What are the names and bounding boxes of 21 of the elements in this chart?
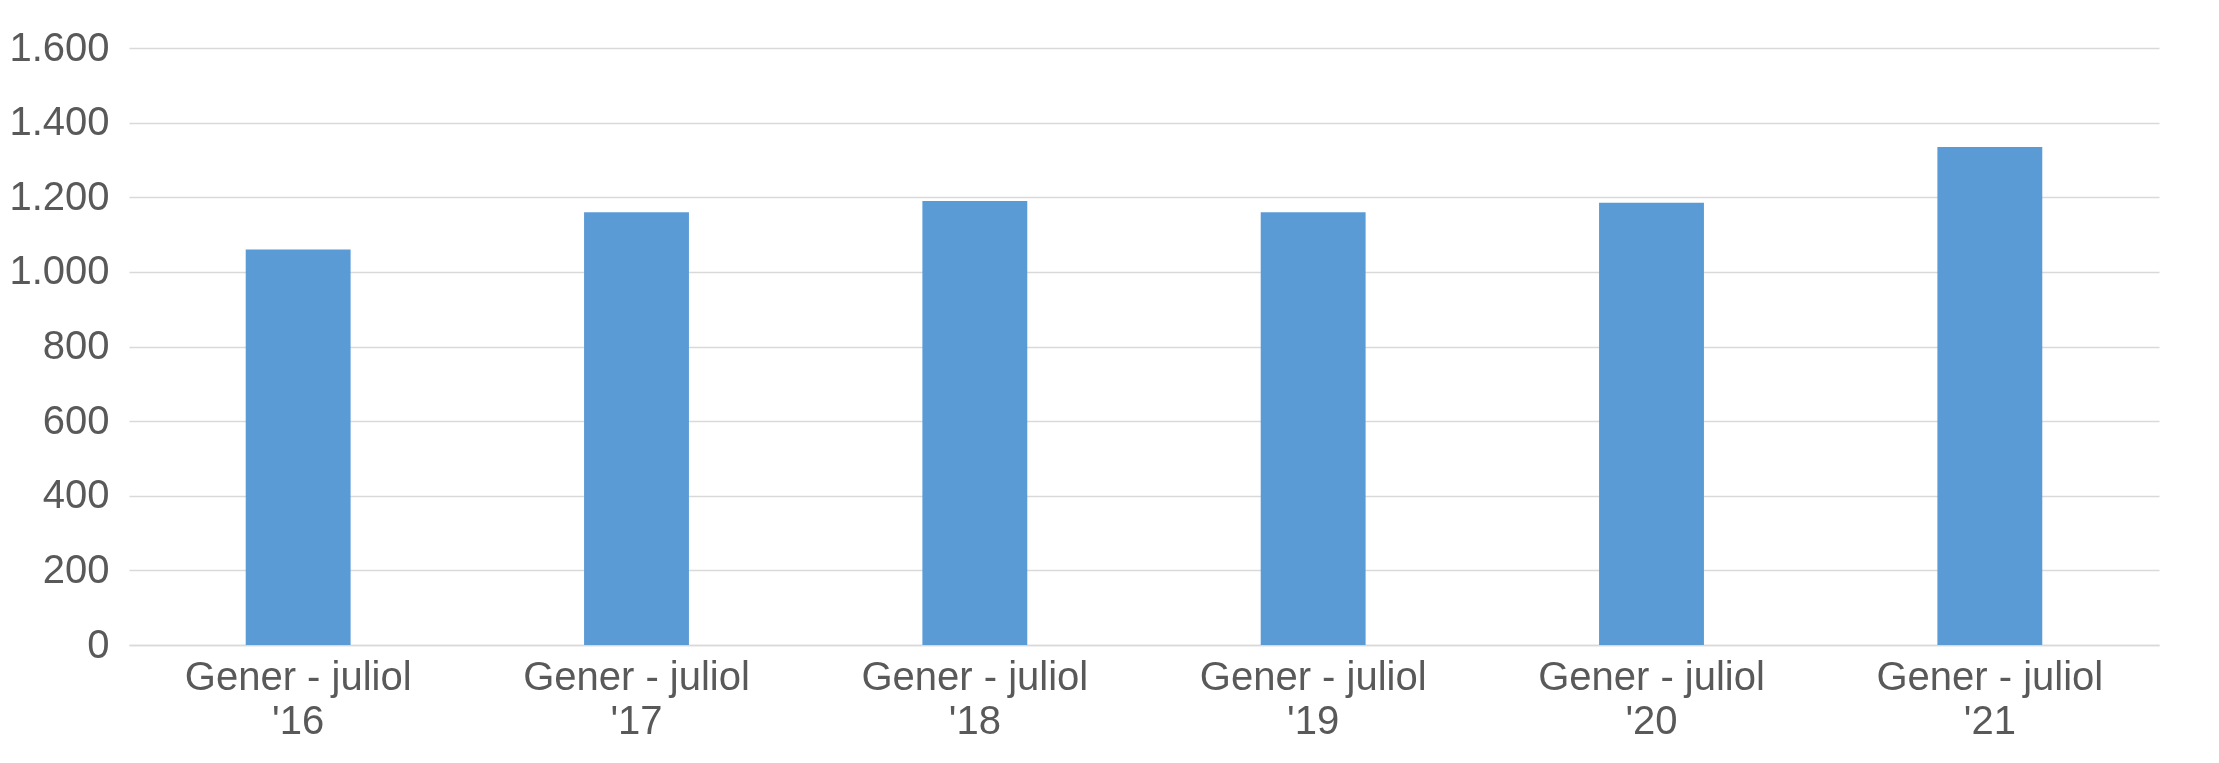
y-tick-label: 0 [87,621,110,666]
y-tick-label: 800 [42,323,110,367]
y-tick-label: 1.400 [9,99,110,144]
x-tick-label: Gener - juliol '16 [184,653,412,742]
y-tick-label: 1.200 [9,173,110,218]
x-tick-label: Gener - juliol '21 [1876,653,2104,742]
x-tick-label: Gener - juliol '18 [861,653,1089,742]
y-tick-label: 1.600 [9,24,110,69]
y-tick-label: 200 [42,546,110,591]
bar [245,249,351,645]
bar [1260,212,1366,645]
x-tick-label: Gener - juliol '17 [523,653,750,742]
bar [922,200,1028,645]
x-tick-label: Gener - juliol '19 [1199,653,1427,742]
bar [1937,146,2043,645]
x-tick-label: Gener - juliol '20 [1538,653,1765,742]
y-tick-label: 600 [42,397,110,442]
bar [1599,202,1704,645]
y-tick-label: 1.000 [9,248,110,293]
bar [584,212,689,645]
y-tick-label: 400 [42,472,110,517]
